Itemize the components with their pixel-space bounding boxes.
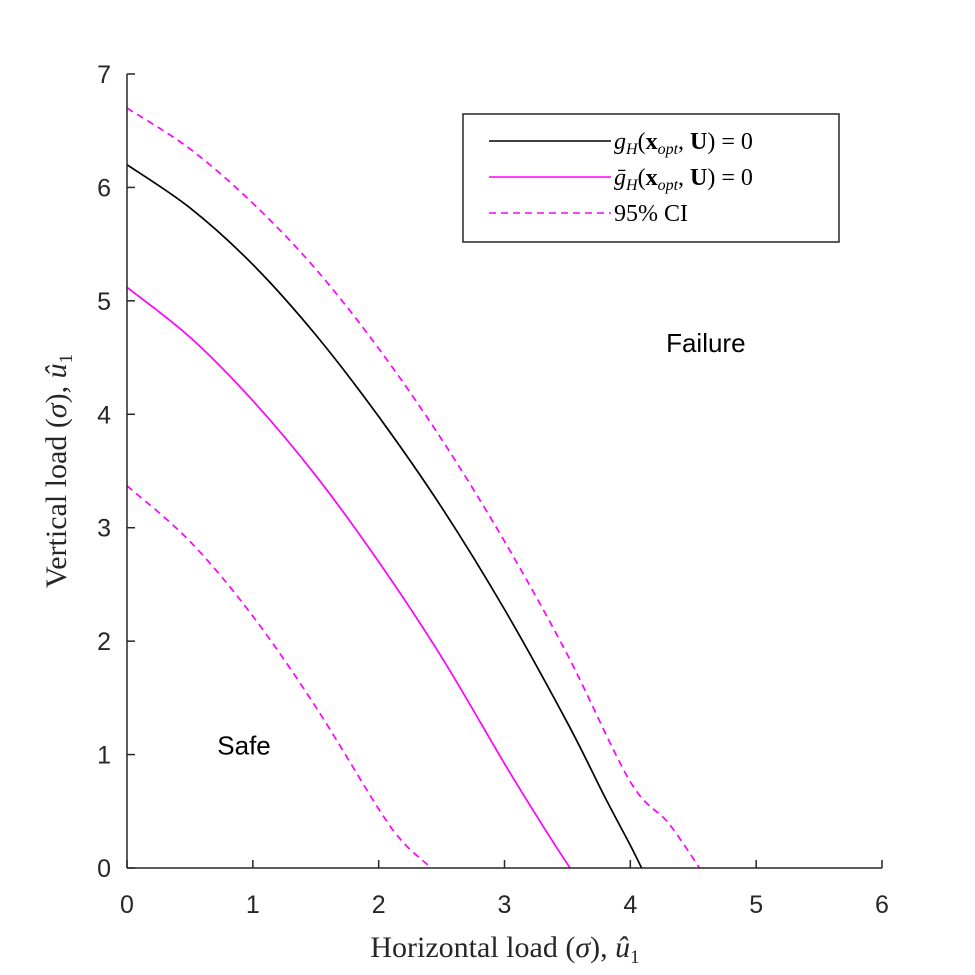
legend-entry-gbarh-arg2: U — [690, 165, 707, 191]
series-line-ci-lower — [126, 485, 433, 869]
y-tick-label: 7 — [97, 61, 111, 89]
legend-entry-gbarh: ḡH(xopt, U) = 0 — [614, 165, 753, 194]
legend-entry-gh-arg1sub: opt — [658, 141, 679, 158]
legend-entry-gh-tail: ) = 0 — [707, 129, 753, 155]
y-tick-label: 2 — [97, 628, 111, 656]
legend-entry-gh-prefix: g — [614, 129, 626, 155]
plot-area: 0 1 2 3 4 5 6 0 1 2 3 4 5 6 7 Failure Safe — [97, 61, 889, 919]
y-tick-label: 0 — [97, 855, 111, 883]
annotation-safe: Safe — [217, 731, 271, 761]
y-tick-label: 6 — [97, 174, 111, 202]
legend-entry-gh-arg2: U — [690, 129, 707, 155]
annotations: Failure Safe — [217, 328, 745, 761]
x-tick-label: 4 — [623, 891, 637, 919]
legend-entry-gbarh-arg1: x — [646, 165, 658, 191]
y-tick-label: 3 — [97, 515, 111, 543]
series-line-ci-upper — [126, 107, 701, 869]
legend-box — [462, 113, 840, 243]
x-ticks: 0 1 2 3 4 5 6 — [120, 860, 889, 919]
legend-entry-gbarh-sub: H — [625, 177, 639, 194]
y-tick-label: 1 — [97, 742, 111, 770]
y-tick-label: 5 — [97, 288, 111, 316]
x-tick-label: 5 — [749, 891, 763, 919]
x-tick-label: 0 — [120, 891, 134, 919]
y-axis-title: Vertical load (σ), û1 — [40, 354, 77, 588]
x-tick-label: 1 — [246, 891, 260, 919]
y-ticks: 0 1 2 3 4 5 6 7 — [97, 61, 135, 883]
y-tick-label: 4 — [97, 401, 111, 429]
legend-entry-gh: gH(xopt, U) = 0 — [614, 129, 753, 158]
annotation-failure: Failure — [666, 328, 745, 358]
legend-entry-gbarh-arg1sub: opt — [658, 177, 679, 194]
series-line-gbarh — [126, 286, 571, 869]
legend-entry-gh-arg1: x — [646, 129, 658, 155]
x-tick-label: 6 — [875, 891, 889, 919]
x-tick-label: 2 — [372, 891, 386, 919]
legend-entry-gbarh-tail: ) = 0 — [707, 165, 753, 191]
legend: gH(xopt, U) = 0 ḡH(xopt, U) = 0 95% CI — [462, 113, 840, 243]
x-axis-title: Horizontal load (σ), û1 — [370, 931, 639, 968]
legend-entry-gh-sub: H — [625, 141, 639, 158]
x-tick-label: 3 — [498, 891, 512, 919]
legend-entry-ci: 95% CI — [614, 201, 688, 227]
series-line-gh — [126, 164, 643, 869]
legend-entry-gbarh-prefix: ḡ — [614, 165, 626, 191]
series-layer — [126, 107, 701, 869]
